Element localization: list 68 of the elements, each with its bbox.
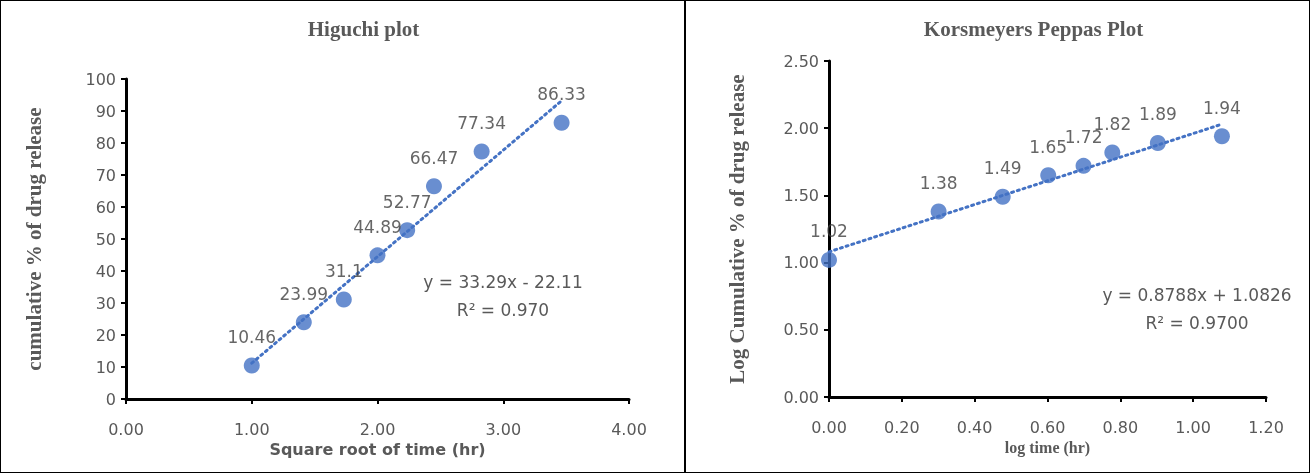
point xyxy=(1040,167,1057,184)
y-tick-label: 90 xyxy=(95,101,116,121)
chart-title: Korsmeyers Peppas Plot xyxy=(923,16,1144,41)
y-axis-title: Log Cumulative % of drug release xyxy=(724,74,749,384)
y-tick-label: 70 xyxy=(95,165,116,185)
point xyxy=(425,178,442,195)
data-label: 10.46 xyxy=(227,327,277,348)
y-tick-label: 30 xyxy=(95,293,116,313)
point xyxy=(553,114,570,131)
x-axis-title: log time (hr) xyxy=(1004,439,1091,458)
x-tick-label: 2.00 xyxy=(359,419,396,439)
y-tick-label: 20 xyxy=(95,325,116,345)
data-label: 44.89 xyxy=(353,216,402,237)
x-tick-label: 0.40 xyxy=(956,417,993,437)
point xyxy=(369,247,386,264)
y-tick-label: 40 xyxy=(95,261,116,281)
y-tick-label: 80 xyxy=(95,133,116,153)
point xyxy=(473,143,490,160)
y-tick-label: 0.00 xyxy=(783,387,819,407)
y-tick-label: 2.00 xyxy=(783,118,819,138)
point xyxy=(335,291,352,308)
y-tick-label: 10 xyxy=(95,357,116,377)
y-tick-label: 1.50 xyxy=(783,185,819,205)
x-tick-label: 1.20 xyxy=(1248,417,1284,437)
y-tick-label: 0.50 xyxy=(783,320,819,340)
x-tick-label: 3.00 xyxy=(485,419,522,439)
x-tick-label: 1.00 xyxy=(233,419,270,439)
annotation: y = 0.8788x + 1.0826 xyxy=(1102,284,1292,305)
point xyxy=(1104,144,1121,161)
data-label: 77.34 xyxy=(457,113,506,134)
data-label: 1.65 xyxy=(1029,136,1068,157)
point xyxy=(1149,134,1166,151)
data-label: 52.77 xyxy=(382,191,432,212)
x-tick-label: 0.80 xyxy=(1102,417,1139,437)
point xyxy=(821,251,837,268)
x-tick-label: 0.20 xyxy=(884,417,920,437)
data-label: 1.49 xyxy=(983,158,1022,179)
point xyxy=(994,188,1011,205)
data-label: 1.89 xyxy=(1138,104,1177,125)
y-tick-label: 50 xyxy=(95,229,116,249)
point xyxy=(295,314,312,331)
chart-title: Higuchi plot xyxy=(307,16,420,41)
data-label: 23.99 xyxy=(279,283,329,304)
x-tick-label: 0.60 xyxy=(1029,417,1066,437)
x-tick-label: 1.00 xyxy=(1175,417,1211,437)
y-tick-label: 100 xyxy=(85,69,116,89)
point xyxy=(930,203,947,220)
data-label: 1.38 xyxy=(919,173,958,194)
y-axis-title: cumulative % of drug release xyxy=(21,107,46,371)
point xyxy=(243,357,260,374)
x-tick-label: 4.00 xyxy=(611,419,647,439)
data-label: 66.47 xyxy=(409,147,459,168)
point xyxy=(399,222,416,239)
x-axis-title: Square root of time (hr) xyxy=(269,440,486,460)
y-tick-label: 1.00 xyxy=(783,253,819,273)
point xyxy=(1075,157,1092,174)
y-tick-label: 60 xyxy=(95,197,116,217)
data-label: 86.33 xyxy=(537,84,586,105)
annotation: y = 33.29x - 22.11 xyxy=(423,271,583,292)
annotation: R² = 0.970 xyxy=(456,299,550,320)
x-tick-label: 0.00 xyxy=(108,419,144,439)
y-tick-label: 0 xyxy=(105,389,116,409)
data-label: 1.94 xyxy=(1203,97,1241,118)
x-tick-label: 0.00 xyxy=(811,417,847,437)
annotation: R² = 0.9700 xyxy=(1145,312,1249,333)
y-tick-label: 2.50 xyxy=(783,51,819,71)
data-label: 31.1 xyxy=(324,260,363,281)
point xyxy=(1213,128,1230,145)
